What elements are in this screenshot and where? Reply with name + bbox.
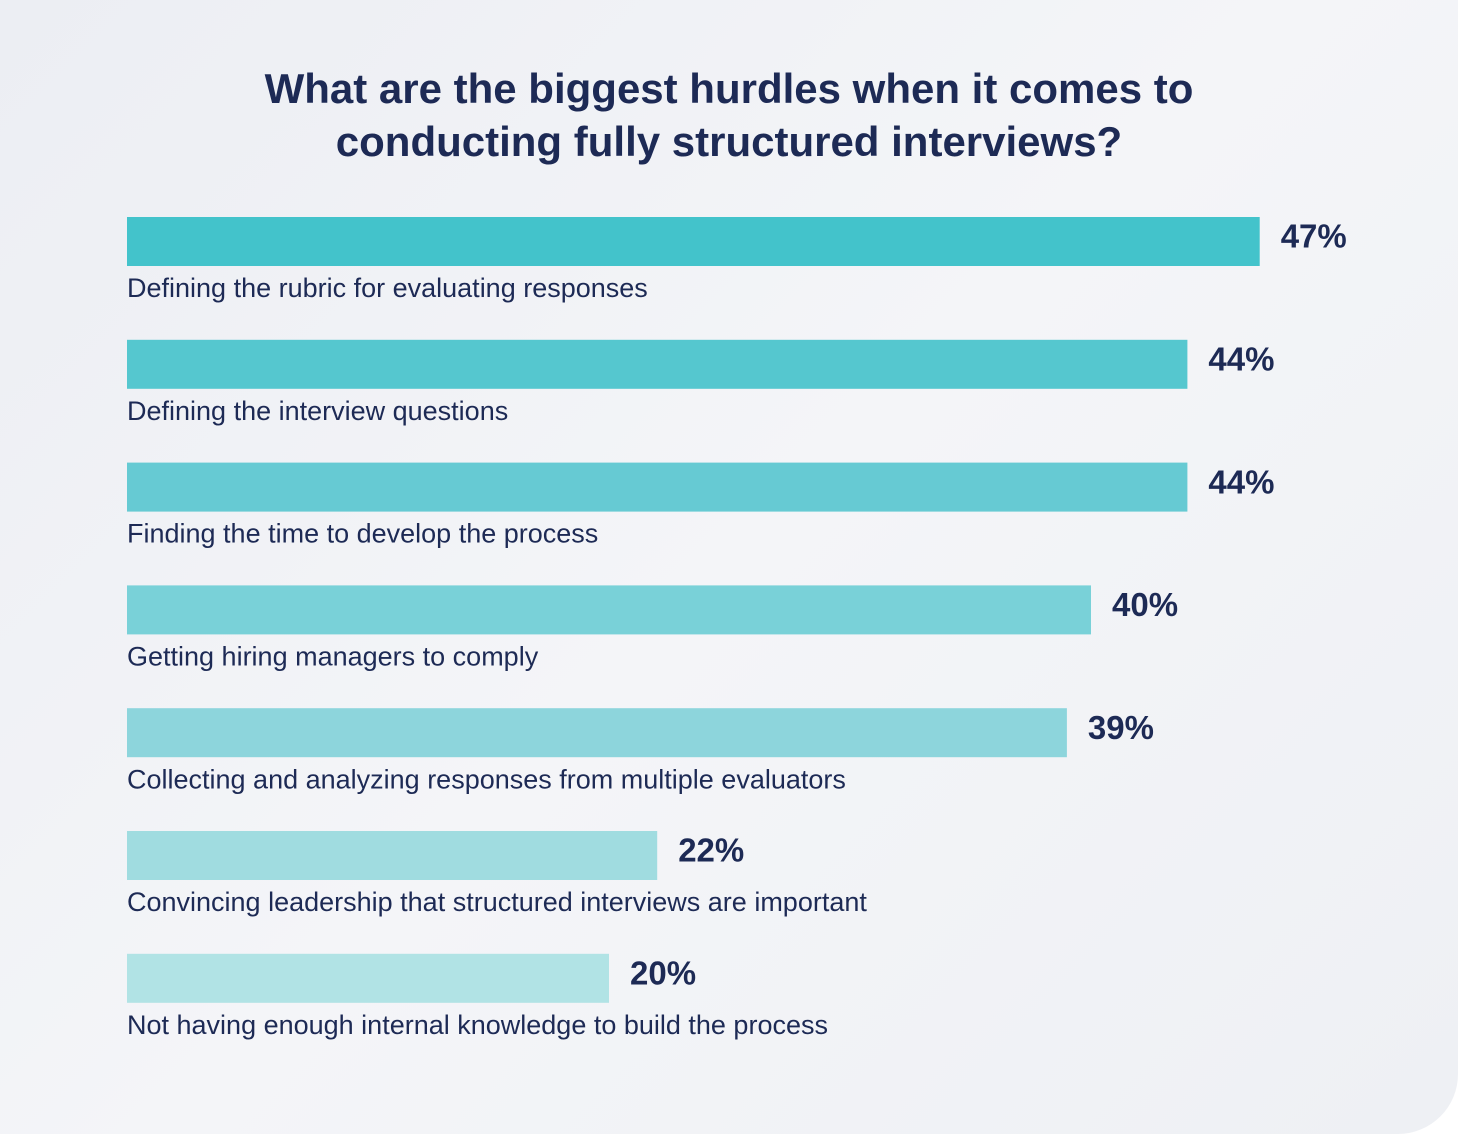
- bar: [127, 585, 1091, 635]
- value-label: 40%: [1112, 586, 1178, 623]
- category-label: Finding the time to develop the process: [127, 519, 598, 549]
- category-label: Getting hiring managers to comply: [127, 642, 539, 672]
- category-label: Defining the rubric for evaluating respo…: [127, 273, 648, 303]
- value-label: 20%: [630, 955, 696, 992]
- bar: [127, 953, 609, 1003]
- category-label: Convincing leadership that structured in…: [127, 887, 867, 917]
- category-label: Not having enough internal knowledge to …: [127, 1010, 828, 1040]
- bar: [127, 462, 1188, 512]
- value-label: 44%: [1208, 463, 1274, 500]
- category-label: Collecting and analyzing responses from …: [127, 764, 846, 794]
- bar: [127, 339, 1188, 389]
- value-label: 47%: [1281, 218, 1347, 255]
- value-label: 22%: [678, 832, 744, 869]
- bar: [127, 831, 658, 880]
- bar: [127, 217, 1260, 266]
- value-label: 39%: [1088, 709, 1154, 746]
- bar: [127, 708, 1067, 758]
- value-label: 44%: [1208, 341, 1274, 378]
- chart-title: What are the biggest hurdles when it com…: [264, 65, 1194, 165]
- category-label: Defining the interview questions: [127, 396, 508, 426]
